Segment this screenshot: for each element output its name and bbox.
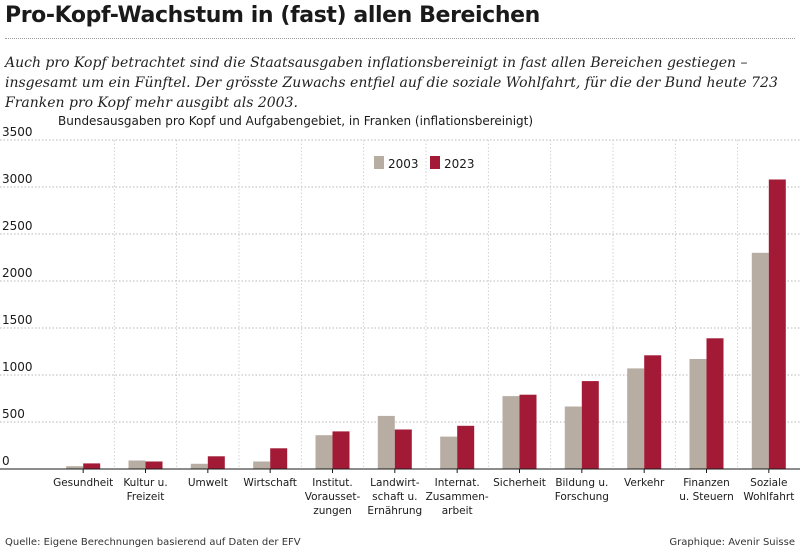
bar-2003 xyxy=(190,463,208,469)
bar-2023 xyxy=(644,355,662,469)
source-note: Quelle: Eigene Berechnungen basierend au… xyxy=(5,537,301,548)
chart-subtitle: Auch pro Kopf betrachtet sind die Staats… xyxy=(5,55,778,111)
bar-2003 xyxy=(627,368,645,469)
bar-2023 xyxy=(332,431,350,469)
x-category-label: Gesundheit xyxy=(53,477,113,489)
bar-2023 xyxy=(270,448,288,469)
legend-label-2023: 2023 xyxy=(444,157,475,171)
bar-2023 xyxy=(457,425,475,469)
bar-2003 xyxy=(128,460,146,469)
title-divider xyxy=(5,38,795,39)
bar-2003 xyxy=(66,466,84,469)
y-tick-label: 500 xyxy=(2,407,25,421)
x-category-label: Verkehr xyxy=(624,477,665,489)
bar-2003 xyxy=(253,461,271,469)
x-category-label: Institut. Vorausset-zungen xyxy=(305,477,361,517)
x-category-label: Finanzen u. Steuern xyxy=(679,477,733,503)
chart-title: Pro-Kopf-Wachstum in (fast) allen Bereic… xyxy=(5,3,540,28)
legend-swatch-2003 xyxy=(374,156,384,169)
y-tick-label: 1500 xyxy=(2,313,33,327)
x-category-label: Sicherheit xyxy=(493,477,546,489)
bar-2003 xyxy=(315,435,333,469)
y-tick-label: 2500 xyxy=(2,219,33,233)
bar-2023 xyxy=(768,179,786,469)
bar-2023 xyxy=(394,429,412,469)
x-category-label: Soziale Wohlfahrt xyxy=(743,477,794,503)
bar-2023 xyxy=(581,381,599,469)
x-category-label: Bildung u. Forschung xyxy=(555,477,609,503)
y-tick-label: 2000 xyxy=(2,266,33,280)
x-category-label: Internat. Zusammen-arbeit xyxy=(426,477,489,517)
y-tick-label: 0 xyxy=(2,454,10,468)
credit-note: Graphique: Avenir Suisse xyxy=(669,537,795,548)
bar-2023 xyxy=(83,463,101,469)
bar-2023 xyxy=(706,338,724,469)
chart-axis-title: Bundesausgaben pro Kopf und Aufgabengebi… xyxy=(58,114,533,128)
y-tick-label: 3000 xyxy=(2,172,33,186)
bar-2003 xyxy=(502,396,520,469)
bar-2023 xyxy=(519,394,537,469)
x-category-label: Landwirt-schaft u. Ernährung xyxy=(367,477,422,517)
bar-2003 xyxy=(377,415,395,469)
bar-2003 xyxy=(689,359,707,469)
x-category-label: Kultur u. Freizeit xyxy=(123,477,167,503)
bar-2023 xyxy=(145,461,163,469)
bar-2003 xyxy=(564,406,582,469)
y-tick-label: 3500 xyxy=(2,125,33,139)
x-category-label: Wirtschaft xyxy=(243,477,296,489)
legend-swatch-2023 xyxy=(430,156,440,169)
bar-2023 xyxy=(207,456,225,469)
legend-label-2003: 2003 xyxy=(388,157,419,171)
y-tick-label: 1000 xyxy=(2,360,33,374)
x-category-label: Umwelt xyxy=(188,477,228,489)
bar-2003 xyxy=(751,252,769,469)
bar-2003 xyxy=(440,436,458,469)
